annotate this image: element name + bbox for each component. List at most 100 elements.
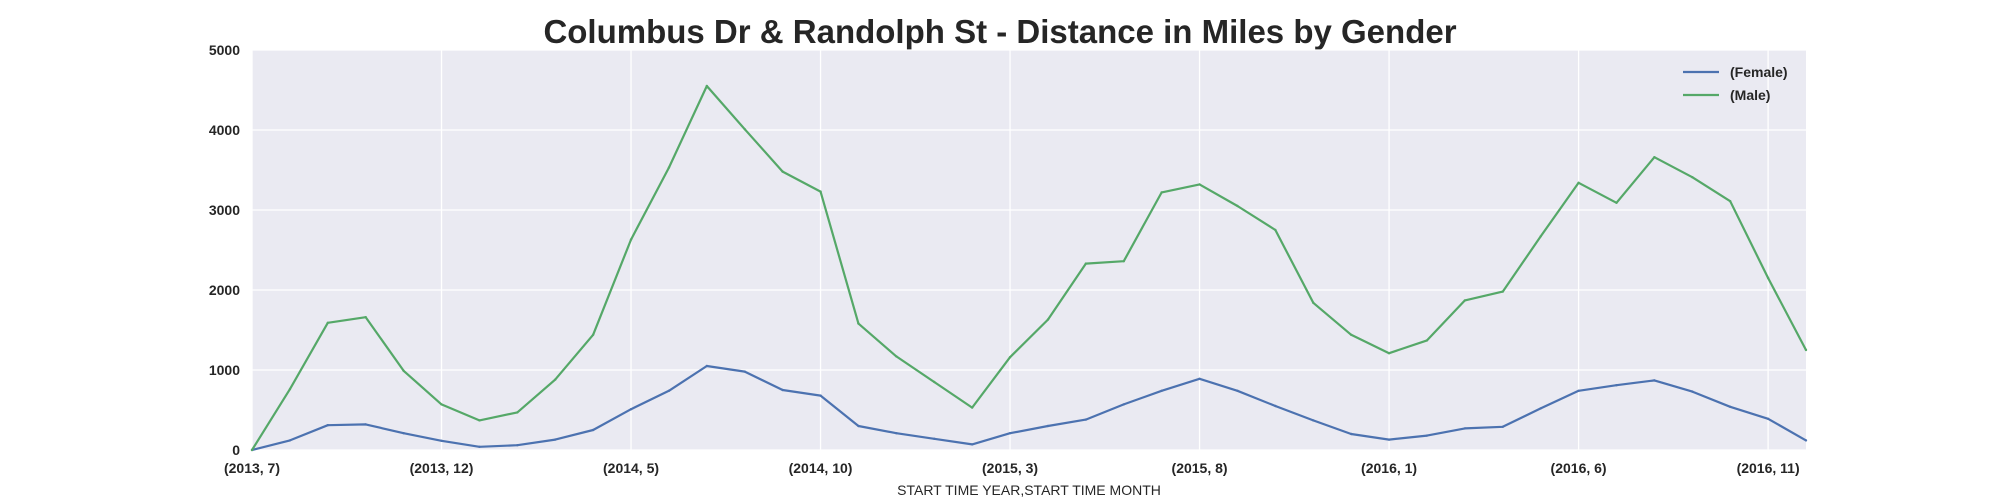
y-tick-label: 5000: [209, 42, 240, 58]
y-tick-label: 2000: [209, 282, 240, 298]
data-point: [1236, 204, 1239, 208]
data-point: [819, 394, 822, 397]
data-point: [1160, 191, 1163, 194]
data-point: [970, 406, 974, 409]
data-point: [1387, 352, 1391, 355]
data-point: [1501, 290, 1504, 293]
data-point: [440, 439, 443, 442]
series-line-female: [251, 364, 1807, 452]
data-point: [1463, 299, 1467, 302]
data-point: [1122, 260, 1125, 263]
data-point: [1539, 235, 1542, 238]
data-point: [1653, 156, 1656, 159]
data-point: [895, 355, 898, 358]
legend: (Female) (Male): [1683, 64, 1788, 103]
data-point: [1728, 405, 1732, 408]
data-point: [970, 443, 974, 446]
chart-title: Columbus Dr & Randolph St - Distance in …: [543, 13, 1456, 50]
data-point: [781, 170, 784, 173]
x-tick-label: (2014, 10): [789, 460, 853, 476]
data-point: [478, 419, 481, 422]
data-point: [1425, 434, 1429, 437]
data-point: [1046, 424, 1050, 428]
data-point: [1122, 403, 1125, 406]
data-point: [1274, 404, 1277, 408]
x-tick-label: (2015, 8): [1172, 460, 1228, 476]
data-point: [1501, 425, 1504, 428]
data-point: [857, 424, 860, 428]
data-point: [288, 388, 292, 391]
data-point: [440, 403, 443, 406]
legend-label: (Female): [1730, 64, 1788, 80]
x-tick-label: (2013, 7): [224, 460, 280, 476]
data-point: [364, 423, 367, 426]
data-point: [402, 369, 405, 372]
data-point: [1615, 384, 1618, 387]
y-tick-label: 0: [232, 442, 240, 458]
data-point: [1312, 301, 1315, 304]
data-point: [1766, 417, 1770, 420]
data-point: [895, 432, 898, 435]
data-point: [1046, 318, 1050, 321]
legend-label: (Male): [1730, 87, 1770, 103]
data-point: [933, 437, 936, 440]
data-point: [1198, 183, 1201, 186]
data-point: [1236, 389, 1239, 392]
x-tick-label: (2016, 11): [1737, 460, 1800, 476]
x-axis-label: START TIME YEAR,START TIME MONTH: [897, 482, 1161, 498]
data-point: [1691, 176, 1694, 179]
data-point: [516, 411, 519, 414]
data-point: [364, 316, 367, 319]
data-point: [402, 432, 405, 435]
data-point: [326, 321, 330, 324]
y-axis-ticks: 0 1000 2000 3000 4000 5000: [209, 42, 240, 458]
data-point: [591, 428, 595, 432]
data-point: [1084, 262, 1088, 265]
data-point: [705, 84, 709, 88]
data-point: [478, 445, 481, 448]
data-point: [1577, 181, 1580, 184]
x-tick-label: (2016, 1): [1361, 460, 1417, 476]
data-point: [857, 322, 860, 325]
data-point: [1463, 427, 1467, 430]
data-point: [1425, 339, 1429, 342]
data-point: [743, 128, 746, 131]
data-point: [781, 388, 784, 392]
data-point: [1387, 438, 1391, 441]
data-point: [1804, 439, 1808, 442]
data-point: [1577, 389, 1580, 392]
data-point: [1349, 333, 1353, 336]
data-point: [326, 424, 330, 427]
data-point: [1615, 201, 1618, 204]
data-point: [1539, 407, 1542, 410]
data-point: [1349, 432, 1353, 436]
x-tick-label: (2016, 6): [1551, 460, 1607, 476]
data-point: [288, 439, 292, 442]
y-tick-label: 3000: [209, 202, 240, 218]
y-tick-label: 1000: [209, 362, 240, 378]
data-point: [1653, 379, 1656, 382]
data-point: [1691, 390, 1694, 393]
data-point: [705, 364, 709, 368]
data-point: [1804, 348, 1808, 352]
data-point: [516, 444, 519, 447]
data-point: [667, 389, 671, 392]
data-point: [819, 190, 822, 193]
y-tick-label: 4000: [209, 122, 240, 138]
series-lines: [250, 84, 1808, 452]
series-line-male: [251, 84, 1807, 451]
data-point: [1766, 276, 1770, 280]
data-point: [591, 333, 595, 336]
data-point: [1084, 418, 1088, 421]
data-point: [1008, 356, 1012, 359]
data-point: [1008, 432, 1012, 435]
x-axis-ticks: (2013, 7) (2013, 12) (2014, 5) (2014, 10) (2…: [224, 460, 1800, 476]
x-tick-label: (2015, 3): [982, 460, 1038, 476]
x-tick-label: (2014, 5): [603, 460, 659, 476]
data-point: [933, 380, 936, 384]
data-point: [629, 238, 633, 241]
data-point: [250, 448, 254, 452]
data-point: [554, 378, 557, 381]
data-point: [743, 370, 746, 373]
